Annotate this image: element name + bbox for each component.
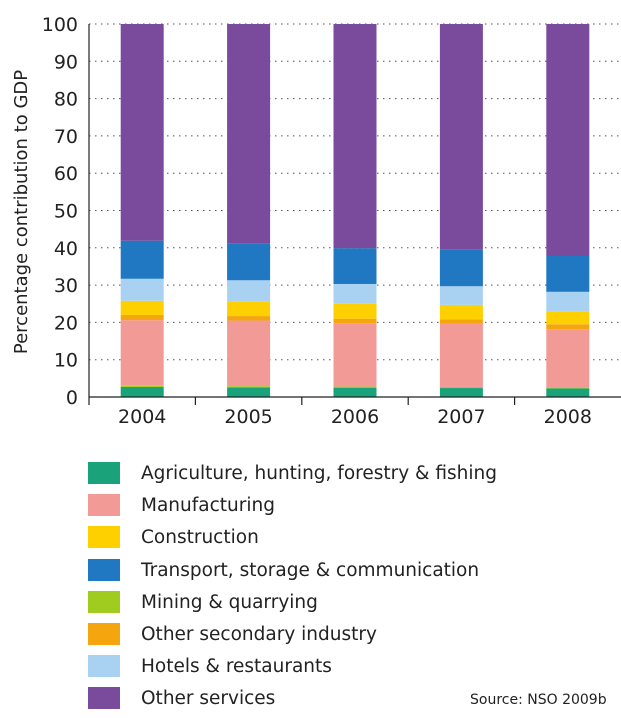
y-tick-label: 60 [54, 163, 78, 185]
x-tick-label: 2004 [118, 406, 166, 428]
y-tick-label: 90 [54, 51, 78, 73]
bar-segment [227, 280, 271, 302]
legend-swatch [88, 462, 120, 484]
bar-segment [120, 278, 164, 301]
bar-segment [333, 386, 377, 388]
y-tick-label: 10 [54, 350, 78, 372]
x-tick-label: 2006 [331, 406, 379, 428]
bar-segment [227, 316, 271, 321]
legend-swatch [88, 590, 120, 613]
y-tick-label: 80 [54, 89, 78, 111]
x-tick-label: 2007 [437, 406, 485, 428]
bar-segment [439, 286, 483, 305]
legend-label: Construction [141, 527, 259, 549]
legend-label: Manufacturing [141, 495, 275, 517]
bar-segment [333, 248, 377, 284]
legend-label: Agriculture, hunting, forestry & fishing [141, 463, 497, 484]
bar-segment [546, 24, 590, 257]
stacked-bar-chart: 0 10 20 30 40 50 60 70 80 90 100 2004 2005 2006 2007 20… [11, 14, 621, 428]
y-axis-label: Percentage contribution to GDP [11, 70, 32, 354]
legend-swatch [88, 687, 120, 710]
bar-segment [439, 249, 483, 287]
legend-swatch [88, 622, 120, 645]
bars [120, 24, 590, 397]
y-tick-label: 0 [66, 387, 78, 409]
x-tick-label: 2005 [224, 406, 272, 428]
bar-segment [333, 24, 377, 249]
bar-segment [120, 385, 164, 387]
bar-segment [227, 24, 271, 244]
bar-segment [546, 311, 590, 325]
bar-segment [546, 256, 590, 292]
source-note: Source: NSO 2009b [470, 692, 607, 708]
y-tick-label: 70 [54, 126, 78, 148]
bar-segment [120, 386, 164, 397]
bar-segment [439, 386, 483, 389]
legend-label: Hotels & restaurants [141, 656, 332, 678]
bar-segment [120, 240, 164, 279]
bar-segment [227, 320, 271, 387]
legend-label: Mining & quarrying [141, 591, 318, 613]
legend-swatch [88, 655, 120, 678]
legend-swatch [88, 526, 120, 549]
legend-swatch [88, 494, 120, 517]
y-tick-label: 30 [54, 275, 78, 297]
legend-swatch [88, 558, 120, 581]
bar-segment [120, 320, 164, 386]
bar-segment [546, 388, 590, 397]
bar-segment [439, 24, 483, 250]
bar-segment [227, 387, 271, 397]
bar-segment [227, 301, 271, 317]
bar-segment [439, 388, 483, 397]
bar-segment [333, 318, 377, 324]
bar-segment [120, 24, 164, 241]
bar-segment [120, 300, 164, 315]
legend-label: Other secondary industry [141, 623, 377, 645]
legend-label: Transport, storage & communication [141, 559, 480, 581]
bar-segment [439, 323, 483, 387]
y-tick-label: 40 [54, 238, 78, 260]
y-tick-label: 100 [42, 14, 78, 36]
y-tick-label: 50 [54, 201, 78, 223]
y-tick-label: 20 [54, 312, 78, 334]
bar-segment [546, 329, 590, 388]
legend-label: Other services [141, 688, 276, 710]
bar-segment [120, 314, 164, 321]
bar-segment [333, 387, 377, 397]
bar-segment [227, 243, 271, 281]
bar-segment [333, 303, 377, 319]
bar-segment [546, 324, 590, 330]
axes: 0 10 20 30 40 50 60 70 80 90 100 2004 2005 2006 2007 20… [42, 14, 621, 428]
bar-segment [546, 387, 590, 389]
bar-segment [546, 291, 590, 312]
bar-segment [439, 304, 483, 320]
bar-segment [439, 319, 483, 324]
bar-segment [333, 323, 377, 387]
bar-segment [227, 386, 271, 388]
x-tick-label: 2008 [544, 406, 592, 428]
bar-segment [333, 283, 377, 304]
